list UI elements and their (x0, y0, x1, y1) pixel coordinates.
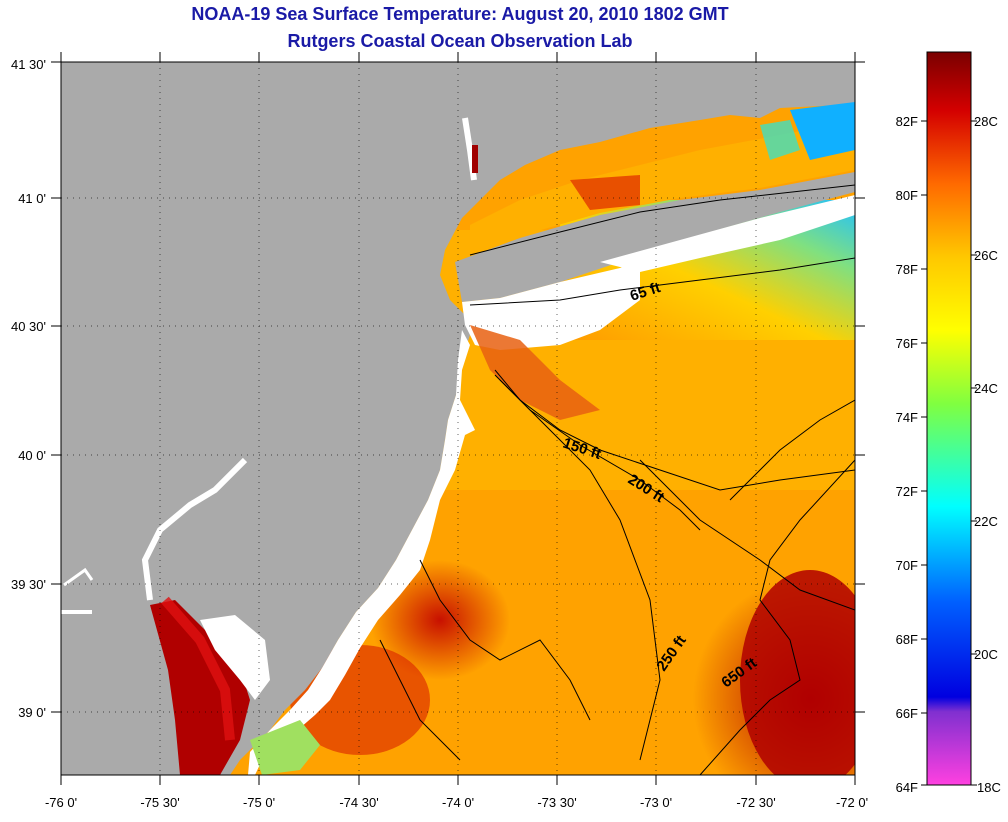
lat-label: 41 0' (18, 191, 46, 206)
map-title: NOAA-19 Sea Surface Temperature: August … (191, 4, 729, 24)
lon-label: -72 0' (836, 795, 868, 810)
lon-label: -72 30' (736, 795, 775, 810)
isobath-inner-b (379, 639, 461, 761)
sound-cool-patch (790, 102, 855, 160)
isobath-650 (699, 459, 855, 775)
lat-label: 39 0' (18, 705, 46, 720)
graticule (61, 62, 855, 775)
isobath-65 (469, 184, 855, 256)
hudson-hot-spot (472, 145, 478, 173)
isobath-250b (729, 399, 855, 501)
no-data-ny-bight (462, 262, 640, 350)
sound-warm-patch (570, 175, 640, 210)
sound-cool-edge (760, 120, 800, 160)
long-island-sound (470, 120, 855, 252)
lon-label: -75 30' (140, 795, 179, 810)
axis-ticks (51, 52, 865, 785)
chesapeake-inlet (63, 567, 94, 587)
no-data-nj-coast (248, 330, 475, 775)
cbar-f-label: 66F (896, 706, 918, 721)
isobath-lines (379, 184, 855, 775)
land-long-island (455, 172, 855, 302)
map-area: 65 ft 150 ft 200 ft 250 ft 650 ft (61, 62, 855, 775)
isobath-150 (494, 369, 855, 491)
cbar-f-label: 68F (896, 632, 918, 647)
colorbar-celsius-labels: 28C 26C 24C 22C 20C 18C (974, 114, 1001, 795)
lon-label: -76 0' (45, 795, 77, 810)
delaware-river (141, 457, 248, 601)
lat-label: 40 30' (11, 319, 46, 334)
delaware-bay-shelf (161, 596, 235, 741)
lat-label: 39 30' (11, 577, 46, 592)
cbar-f-label: 82F (896, 114, 918, 129)
cbar-f-label: 80F (896, 188, 918, 203)
cbar-c-label: 28C (974, 114, 998, 129)
latitude-labels: 41 30' 41 0' 40 30' 40 0' 39 30' 39 0' (11, 57, 46, 720)
colorbar-ticks (921, 120, 977, 786)
cbar-f-label: 72F (896, 484, 918, 499)
isobath-250 (499, 379, 661, 761)
cbar-c-label: 20C (974, 647, 998, 662)
lon-label: -74 30' (339, 795, 378, 810)
lon-label: -73 0' (640, 795, 672, 810)
cbar-f-label: 70F (896, 558, 918, 573)
cbar-c-label: 24C (974, 381, 998, 396)
cbar-c-label: 26C (974, 248, 998, 263)
hudson-canyon-plume (470, 325, 600, 420)
lon-label: -74 0' (442, 795, 474, 810)
isobath-inner (419, 559, 591, 721)
cbar-f-label: 74F (896, 410, 918, 425)
map-subtitle: Rutgers Coastal Ocean Observation Lab (287, 31, 633, 51)
colorbar (926, 51, 972, 786)
cape-may-cool-patch (250, 720, 320, 775)
cbar-c-label: 22C (974, 514, 998, 529)
cbar-c-label: 18C (977, 780, 1001, 795)
ocean-hot-core (740, 570, 855, 775)
cbar-f-label: 76F (896, 336, 918, 351)
lon-label: -75 0' (243, 795, 275, 810)
cbar-f-label: 78F (896, 262, 918, 277)
no-data-li-south (600, 195, 855, 272)
lat-label: 40 0' (18, 448, 46, 463)
longitude-labels: -76 0' -75 30' -75 0' -74 30' -74 0' -73… (45, 795, 868, 810)
lon-label: -73 30' (537, 795, 576, 810)
cbar-f-label: 64F (896, 780, 918, 795)
lat-label: 41 30' (11, 57, 46, 72)
isobath-65b (469, 257, 855, 306)
colorbar-fahrenheit-labels: 82F 80F 78F 76F 74F 72F 70F 68F 66F 64F (896, 114, 918, 795)
isobath-shelf-break (639, 459, 855, 611)
no-data-bay-inner (200, 615, 270, 700)
ocean-hot-nj-shelf (370, 560, 510, 680)
